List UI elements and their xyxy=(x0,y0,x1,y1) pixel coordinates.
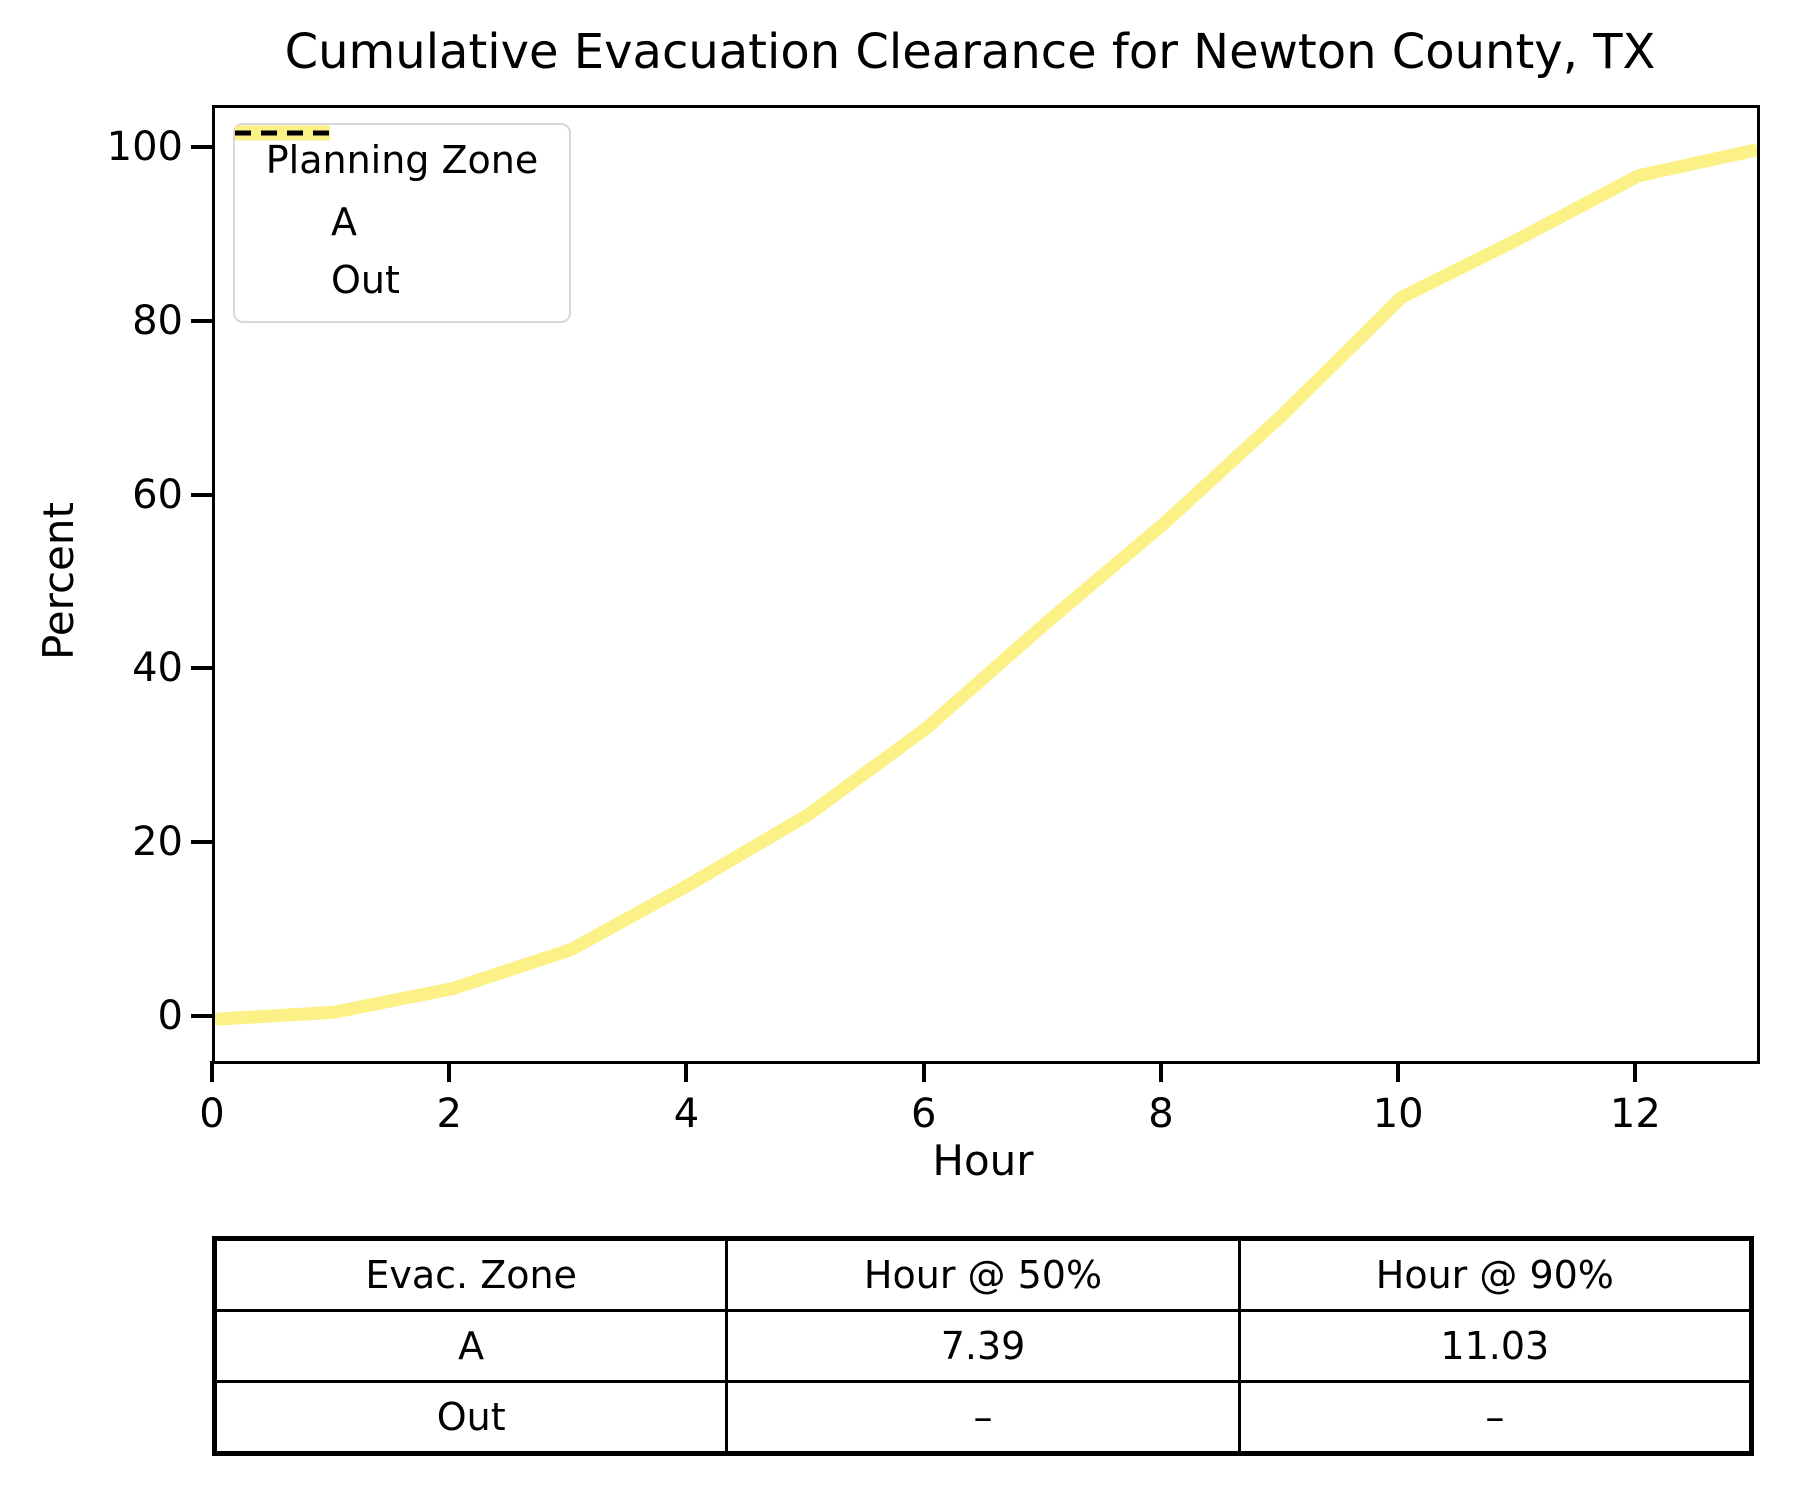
y-tick-label: 0 xyxy=(157,993,183,1040)
y-tick-marks xyxy=(191,105,212,1058)
x-tick-mark xyxy=(1396,1061,1401,1082)
table-cell: – xyxy=(1237,1380,1754,1455)
legend-label-a: A xyxy=(331,200,357,244)
x-tick-label: 2 xyxy=(436,1091,462,1137)
x-tick-mark xyxy=(684,1061,689,1082)
chart-title: Cumulative Evacuation Clearance for Newt… xyxy=(284,24,1656,80)
series-a-line xyxy=(215,143,1757,1026)
plot-area: Planning Zone A Out xyxy=(212,105,1760,1064)
y-tick-label: 20 xyxy=(132,819,183,866)
x-tick-labels: 0 2 4 6 8 10 12 xyxy=(199,1090,1760,1140)
y-tick-label: 80 xyxy=(132,297,183,344)
table-header-cell: Hour @ 90% xyxy=(1237,1237,1754,1312)
y-tick-mark xyxy=(191,840,212,845)
table-cell: Out xyxy=(212,1380,729,1455)
y-tick-mark xyxy=(191,1014,212,1019)
table-header-row: Evac. Zone Hour @ 50% Hour @ 90% xyxy=(212,1237,1754,1312)
legend-title: Planning Zone xyxy=(265,138,539,182)
legend-label-out: Out xyxy=(331,258,400,302)
summary-table: Evac. Zone Hour @ 50% Hour @ 90% A 7.39 11.03… xyxy=(212,1236,1754,1456)
x-tick-mark xyxy=(210,1061,214,1082)
x-tick-mark xyxy=(1158,1061,1163,1082)
x-tick-mark xyxy=(1633,1061,1638,1082)
table-cell: – xyxy=(725,1380,1241,1455)
y-tick-labels: 0 20 40 60 80 100 xyxy=(0,105,183,1058)
y-tick-label: 60 xyxy=(132,471,183,518)
x-tick-label: 4 xyxy=(673,1091,700,1137)
legend: Planning Zone A Out xyxy=(233,123,571,323)
table-cell: 11.03 xyxy=(1237,1309,1754,1383)
y-tick-mark xyxy=(191,666,212,671)
table-row: A 7.39 11.03 xyxy=(212,1309,1754,1383)
x-tick-label: 0 xyxy=(199,1091,225,1137)
table-header-cell: Hour @ 50% xyxy=(725,1237,1241,1312)
legend-entry-out: Out xyxy=(235,130,553,303)
x-tick-label: 8 xyxy=(1148,1091,1174,1137)
table-cell: 7.39 xyxy=(725,1309,1241,1383)
y-tick-mark xyxy=(191,492,212,497)
x-tick-marks xyxy=(210,1061,1760,1082)
x-tick-label: 12 xyxy=(1609,1091,1661,1137)
y-tick-label: 100 xyxy=(106,123,183,170)
table-cell: A xyxy=(212,1309,729,1383)
x-axis-label: Hour xyxy=(932,1136,1034,1185)
x-tick-label: 10 xyxy=(1372,1091,1424,1137)
x-tick-mark xyxy=(447,1061,452,1082)
legend-entry-a: A xyxy=(235,125,553,245)
table-header-cell: Evac. Zone xyxy=(212,1237,729,1312)
x-tick-label: 6 xyxy=(910,1091,937,1137)
legend-swatch-dashed xyxy=(235,130,330,136)
clearance-curve-svg xyxy=(215,143,1757,1026)
table-row: Out – – xyxy=(212,1380,1754,1455)
y-tick-label: 40 xyxy=(132,645,183,692)
y-tick-mark xyxy=(191,144,212,149)
y-tick-mark xyxy=(191,318,212,323)
x-tick-mark xyxy=(921,1061,926,1082)
